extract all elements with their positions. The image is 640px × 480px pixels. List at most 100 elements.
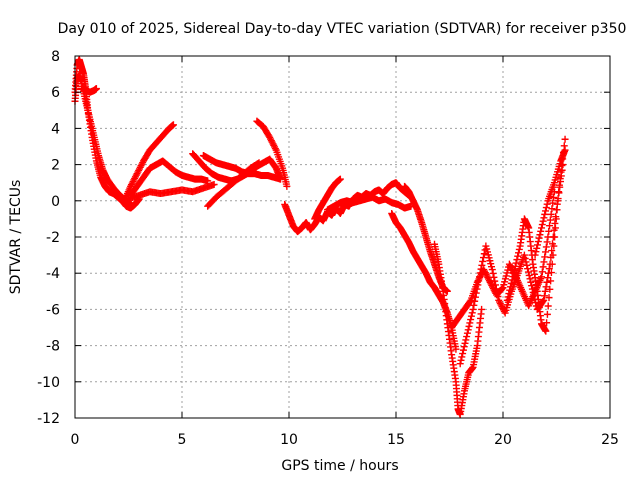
data-point [540, 296, 548, 304]
data-point [532, 248, 540, 256]
data-point [471, 293, 479, 301]
data-point [129, 178, 137, 186]
data-point [549, 251, 557, 259]
data-point [468, 309, 476, 317]
data-series-layer [71, 56, 569, 418]
data-point [271, 143, 279, 151]
data-point [511, 262, 519, 270]
series-arc-6 [125, 181, 218, 203]
data-point [528, 285, 536, 293]
axis-ticks: 0 5 10 15 20 25 -12 -10 -8 -6 -4 -2 0 2 4 6 8 [37, 49, 619, 448]
data-point [520, 251, 528, 259]
data-point [541, 287, 549, 295]
data-point [267, 137, 275, 145]
data-point [505, 290, 513, 298]
data-point [465, 322, 473, 330]
data-point [545, 294, 553, 302]
data-point [458, 353, 466, 361]
data-point [462, 336, 470, 344]
data-point [524, 265, 532, 273]
data-point [546, 222, 554, 230]
data-point [474, 281, 482, 289]
series-arc-12 [324, 193, 415, 214]
data-point [552, 215, 560, 223]
data-point [561, 135, 569, 143]
series-arc-16 [431, 240, 486, 418]
y-tick-label: -2 [46, 230, 60, 246]
data-point [485, 275, 493, 283]
data-point [561, 146, 569, 154]
data-point [460, 343, 468, 351]
series-arc-10 [253, 117, 291, 190]
y-tick-label: 6 [51, 85, 60, 101]
data-point [479, 257, 487, 265]
data-point [546, 285, 554, 293]
data-point [543, 310, 551, 318]
data-point [543, 319, 551, 327]
data-point [255, 159, 263, 167]
data-point [507, 279, 515, 287]
data-point [508, 276, 516, 284]
data-point [526, 275, 534, 283]
data-point [515, 245, 523, 253]
data-point [556, 175, 564, 183]
data-point [505, 260, 513, 268]
data-point [523, 261, 531, 269]
data-point [542, 207, 550, 215]
series-arc-20 [531, 146, 569, 259]
data-point [132, 171, 140, 179]
data-point [482, 270, 490, 278]
data-point [493, 289, 501, 297]
x-tick-label: 10 [280, 432, 298, 448]
data-point [127, 182, 135, 190]
data-point [461, 339, 469, 347]
data-point [457, 356, 465, 364]
data-point [528, 282, 536, 290]
data-point [469, 305, 477, 313]
data-point [130, 176, 138, 184]
data-point [546, 216, 554, 224]
data-point [463, 333, 471, 341]
data-point [551, 224, 559, 232]
data-point [544, 302, 552, 310]
data-point [494, 293, 502, 301]
data-point [467, 316, 475, 324]
x-tick-label: 0 [71, 432, 80, 448]
data-point [555, 188, 563, 196]
data-point [131, 173, 139, 181]
data-point [490, 273, 498, 281]
series-arc-5 [127, 157, 212, 199]
data-point [498, 285, 506, 293]
data-point [535, 234, 543, 242]
data-point [543, 238, 551, 246]
data-point [549, 199, 557, 207]
data-point [129, 202, 137, 210]
data-point [539, 217, 547, 225]
data-point [539, 263, 547, 271]
data-point [538, 268, 546, 276]
data-point [550, 193, 558, 201]
data-point [500, 307, 508, 315]
data-point [475, 277, 483, 285]
data-point [478, 261, 486, 269]
data-point [498, 303, 506, 311]
data-point [135, 166, 143, 174]
data-point [551, 233, 559, 241]
data-point [133, 170, 141, 178]
data-point [555, 181, 563, 189]
data-point [547, 277, 555, 285]
chart-title: Day 010 of 2025, Sidereal Day-to-day VTE… [58, 21, 627, 37]
data-point [541, 253, 549, 261]
data-point [538, 273, 546, 281]
data-point [127, 181, 135, 189]
series-arc-3 [77, 85, 100, 96]
data-point [496, 298, 504, 306]
data-point [554, 197, 562, 205]
data-point [266, 133, 274, 141]
data-point [210, 181, 218, 189]
y-axis-label: SDTVAR / TECUs [8, 180, 24, 295]
data-point [169, 121, 177, 129]
data-point [506, 286, 514, 294]
data-point [515, 249, 523, 257]
series-arc-13 [311, 175, 344, 223]
